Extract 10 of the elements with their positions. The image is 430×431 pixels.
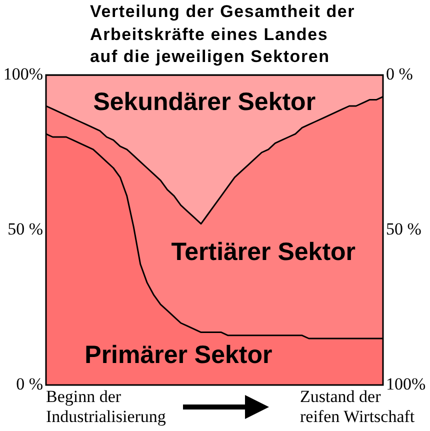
text: Beginn der Industrialisierung [46,387,167,427]
series-label: Tertiärer Sektor [171,238,356,266]
y2-tick-label: 0 % [386,64,413,84]
y-tick-label: 0 % [16,374,43,394]
series-label: Sekundärer Sektor [93,88,316,116]
series-label: Primärer Sektor [84,340,273,369]
chart-title: Verteilung der Gesamtheit der Arbeitskräfte eines Landes auf die jeweiligen Sektoren [90,1,356,68]
y2-tick-label: 50 % [386,219,422,238]
y-tick-label: 50 % [8,219,43,238]
y-tick-label: 100% [3,64,43,84]
